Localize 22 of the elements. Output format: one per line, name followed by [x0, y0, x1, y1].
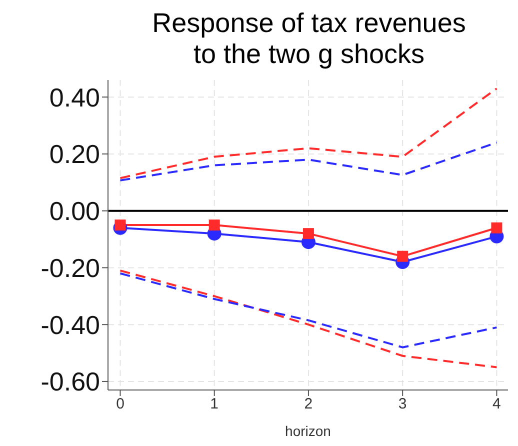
x-tick-label: 3: [398, 396, 407, 413]
y-tick-label: -0.20: [40, 252, 100, 283]
point: [491, 222, 502, 234]
line-series: [119, 142, 498, 182]
line-series: [119, 88, 498, 180]
x-tick-label: 4: [492, 396, 501, 413]
line-series: [119, 270, 498, 368]
x-tick-label: 1: [210, 396, 219, 413]
y-tick-label: -0.60: [40, 366, 100, 397]
y-tick-label: 0.20: [49, 139, 100, 170]
point: [397, 250, 408, 262]
x-tick-label: 2: [304, 396, 313, 413]
point: [208, 220, 220, 231]
line-series: [119, 272, 498, 348]
y-tick-label: 0.00: [49, 196, 100, 226]
point: [302, 228, 314, 240]
chart-title: Response of tax revenues to the two g shocks: [151, 7, 467, 71]
x-axis-title: horizon: [285, 423, 331, 439]
y-tick-label: -0.40: [40, 310, 100, 340]
point: [114, 220, 126, 231]
x-tick-label: 0: [116, 396, 124, 413]
y-tick-label: 0.40: [49, 82, 100, 112]
